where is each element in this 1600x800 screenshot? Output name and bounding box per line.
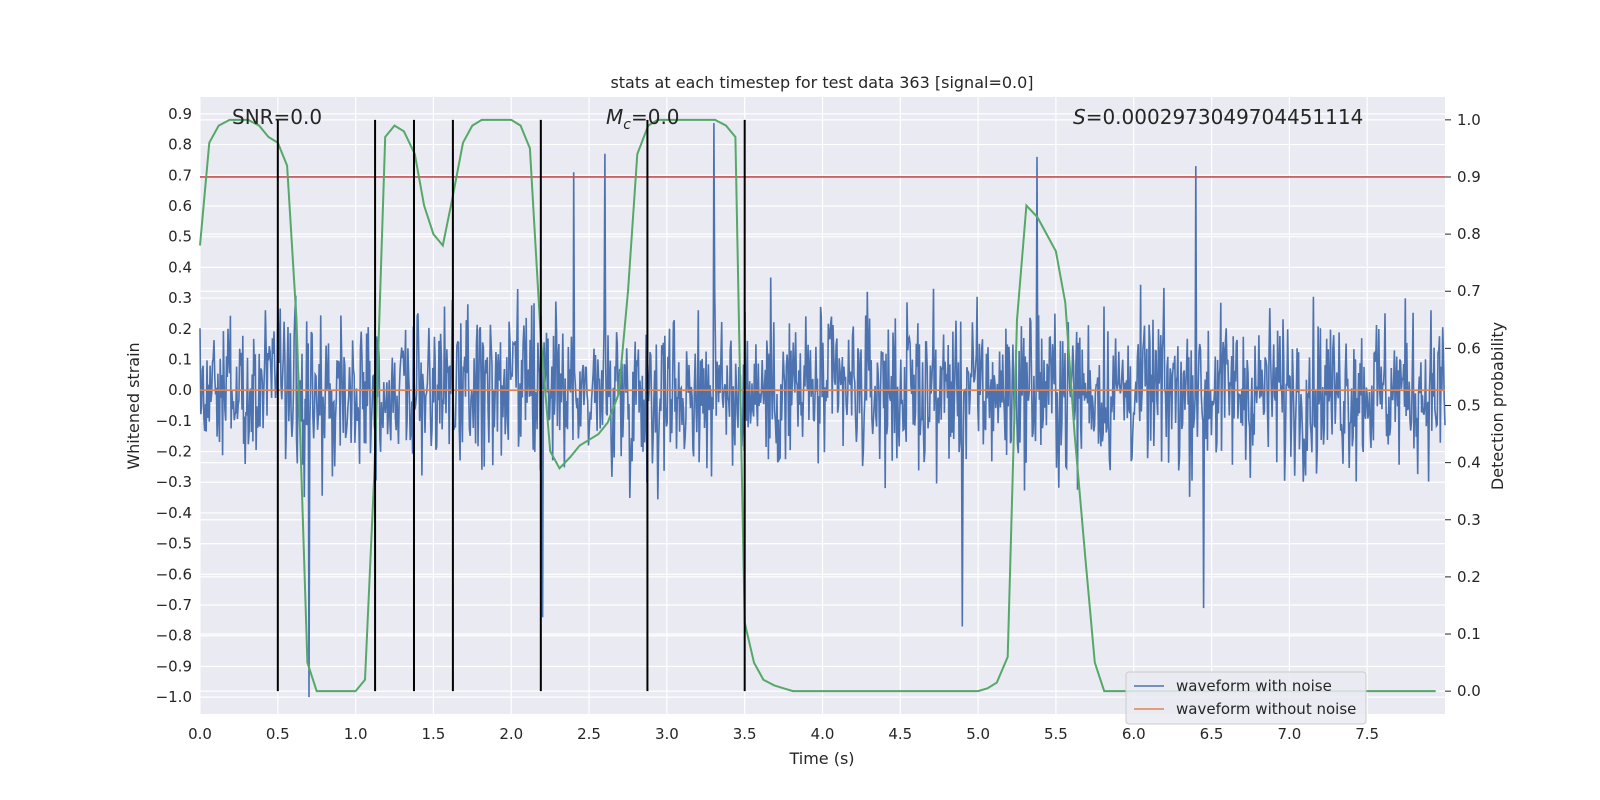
- x-tick-label: 4.0: [811, 725, 835, 743]
- series-waveform-with-noise: [199, 123, 1446, 698]
- x-tick-label: 1.0: [344, 725, 368, 743]
- y-axis-label: Whitened strain: [124, 342, 143, 469]
- y-tick-label: 0.0: [168, 381, 192, 399]
- y-tick-label: 0.1: [168, 350, 192, 368]
- x-tick-label: 6.5: [1200, 725, 1224, 743]
- y2-tick-label: 0.9: [1457, 168, 1481, 186]
- x-tick-label: 6.0: [1122, 725, 1146, 743]
- y2-tick-label: 0.1: [1457, 625, 1481, 643]
- x-tick-label: 4.5: [888, 725, 912, 743]
- y-tick-label: −0.6: [156, 565, 192, 583]
- snr-annotation: SNR=0.0: [232, 105, 322, 129]
- y-tick-label: −0.2: [156, 443, 192, 461]
- y2-tick-label: 0.6: [1457, 339, 1481, 357]
- y-tick-label: −0.4: [156, 504, 192, 522]
- legend: waveform with noise waveform without noi…: [1125, 671, 1367, 725]
- y-tick-label: −0.1: [156, 412, 192, 430]
- y2-tick-label: 0.7: [1457, 282, 1481, 300]
- y2-tick-label: 0.5: [1457, 397, 1481, 415]
- x-tick-label: 3.0: [655, 725, 679, 743]
- y-axis-ticks: −1.0 −0.9 −0.8 −0.7 −0.6 −0.5 −0.4 −0.3 −0.2 −0.1…: [156, 105, 192, 706]
- x-tick-label: 3.5: [733, 725, 757, 743]
- x-tick-label: 5.5: [1044, 725, 1068, 743]
- y-tick-label: 0.6: [168, 197, 192, 215]
- y-tick-label: −0.3: [156, 473, 192, 491]
- waveform-with-noise-line: [199, 123, 1446, 698]
- x-tick-label: 5.0: [966, 725, 990, 743]
- y2-axis-ticks: 0.0 0.1 0.2 0.3 0.4 0.5 0.6 0.7 0.8 0.9 1.0: [1445, 111, 1481, 700]
- legend-label-waveform-with-noise: waveform with noise: [1176, 677, 1332, 695]
- series-detection-probability: [199, 118, 1436, 693]
- x-tick-label: 0.5: [266, 725, 290, 743]
- y-tick-label: −0.7: [156, 596, 192, 614]
- chirp-mass-annotation: Mc=0.0: [606, 105, 680, 133]
- y-tick-label: −0.9: [156, 657, 192, 675]
- y-tick-label: 0.5: [168, 228, 192, 246]
- y-tick-label: −1.0: [156, 688, 192, 706]
- x-tick-label: 7.5: [1355, 725, 1379, 743]
- y2-tick-label: 0.4: [1457, 454, 1481, 472]
- x-tick-label: 1.5: [422, 725, 446, 743]
- x-axis-label: Time (s): [788, 749, 854, 768]
- y-tick-label: 0.2: [168, 320, 192, 338]
- y-tick-label: −0.8: [156, 627, 192, 645]
- y2-tick-label: 0.3: [1457, 511, 1481, 529]
- chirp-mass-symbol: M: [606, 105, 623, 129]
- y2-tick-label: 0.0: [1457, 682, 1481, 700]
- x-tick-label: 7.0: [1277, 725, 1301, 743]
- detection-markers: [276, 119, 746, 692]
- y-tick-label: 0.9: [168, 105, 192, 123]
- y-tick-label: 0.8: [168, 136, 192, 154]
- y-tick-label: 0.3: [168, 289, 192, 307]
- y-tick-label: 0.7: [168, 166, 192, 184]
- y-tick-label: 0.4: [168, 258, 192, 276]
- y2-tick-label: 0.2: [1457, 568, 1481, 586]
- x-tick-label: 2.0: [499, 725, 523, 743]
- chart-title: stats at each timestep for test data 363…: [610, 73, 1033, 92]
- chirp-mass-value: =0.0: [631, 105, 680, 129]
- legend-box: [1125, 671, 1367, 725]
- s-annotation: S=0.0002973049704451114: [1073, 105, 1363, 129]
- legend-label-waveform-without-noise: waveform without noise: [1176, 700, 1356, 718]
- x-axis-ticks: 0.0 0.5 1.0 1.5 2.0 2.5 3.0 3.5 4.0 4.5 5.0 5.5 6.0 6…: [188, 725, 1379, 743]
- y2-tick-label: 1.0: [1457, 111, 1481, 129]
- s-symbol: S: [1073, 105, 1086, 129]
- detection-probability-line: [199, 118, 1436, 693]
- y-tick-label: −0.5: [156, 535, 192, 553]
- chirp-mass-subscript: c: [623, 117, 631, 133]
- y2-axis-label: Detection probability: [1488, 322, 1507, 490]
- x-tick-label: 0.0: [188, 725, 212, 743]
- y2-tick-label: 0.8: [1457, 225, 1481, 243]
- x-tick-label: 2.5: [577, 725, 601, 743]
- s-value: =0.0002973049704451114: [1086, 105, 1364, 129]
